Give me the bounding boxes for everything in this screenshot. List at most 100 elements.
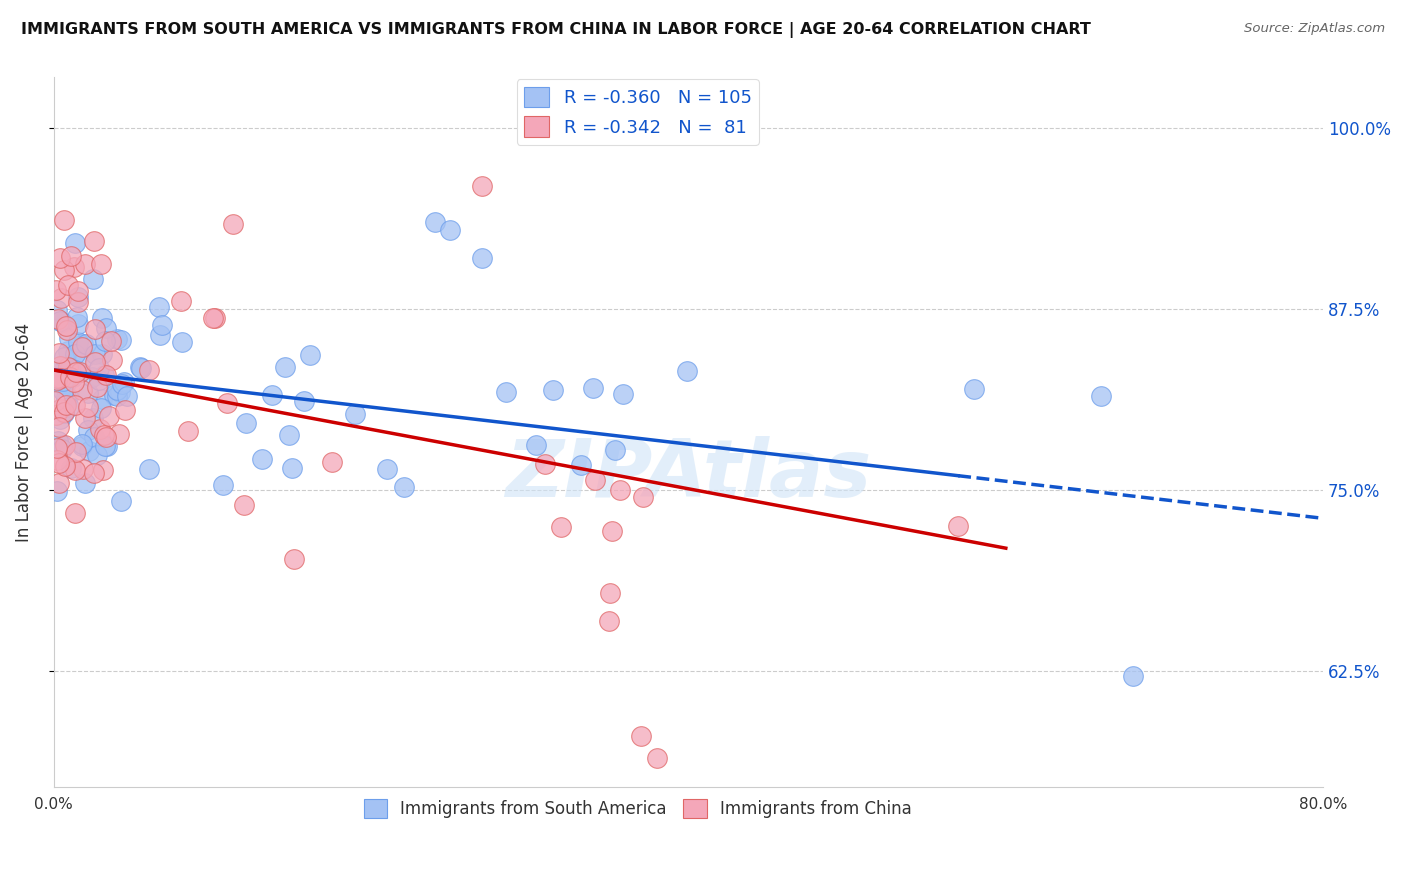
Point [73, 411, 96, 425]
Point [53, 213, 76, 227]
Point [48, 412, 70, 426]
Point [66, 284, 89, 298]
Point [114, 402, 136, 417]
Point [62, 369, 84, 384]
Point [53, 263, 76, 277]
Point [69, 365, 91, 379]
Point [94, 439, 117, 453]
Point [550, 520, 572, 534]
Point [63, 236, 86, 251]
Point [90, 401, 112, 416]
Point [93, 368, 115, 382]
Point [73, 350, 96, 364]
Point [67, 290, 90, 304]
Point [375, 462, 398, 476]
Point [84, 347, 107, 361]
Point [70, 340, 93, 354]
Point [215, 396, 238, 410]
Point [46, 434, 69, 448]
Point [963, 382, 986, 396]
Point [59, 461, 82, 475]
Point [60, 250, 83, 264]
Point [1090, 389, 1112, 403]
Point [53, 458, 76, 473]
Point [46, 370, 69, 384]
Point [67, 294, 90, 309]
Point [676, 364, 699, 378]
Point [53, 405, 76, 419]
Point [52, 350, 75, 364]
Point [52, 377, 75, 392]
Point [86, 448, 108, 462]
Point [45, 409, 67, 423]
Point [75, 337, 97, 351]
Point [48, 346, 70, 360]
Point [82, 370, 104, 384]
Point [52, 362, 75, 376]
Point [105, 332, 128, 346]
Point [73, 257, 96, 271]
Point [56, 323, 79, 337]
Point [612, 387, 634, 401]
Point [569, 458, 592, 473]
Point [100, 334, 122, 348]
Point [105, 389, 128, 403]
Point [56, 359, 79, 374]
Point [56, 390, 79, 404]
Point [321, 455, 343, 469]
Point [645, 751, 668, 765]
Point [1122, 668, 1144, 682]
Point [62, 260, 84, 274]
Point [598, 614, 620, 628]
Point [49, 359, 72, 374]
Point [77, 443, 100, 458]
Point [150, 318, 173, 333]
Point [343, 408, 366, 422]
Point [83, 234, 105, 248]
Point [51, 291, 73, 305]
Point [63, 398, 86, 412]
Point [471, 252, 494, 266]
Point [605, 442, 627, 457]
Text: Source: ZipAtlas.com: Source: ZipAtlas.com [1244, 22, 1385, 36]
Point [204, 311, 226, 326]
Point [83, 430, 105, 444]
Y-axis label: In Labor Force | Age 20-64: In Labor Force | Age 20-64 [15, 323, 32, 541]
Point [46, 373, 69, 387]
Point [89, 373, 111, 387]
Point [138, 363, 160, 377]
Point [222, 217, 245, 231]
Point [177, 424, 200, 438]
Point [89, 422, 111, 436]
Point [51, 438, 73, 452]
Point [48, 456, 70, 470]
Point [52, 363, 75, 377]
Point [599, 585, 621, 599]
Point [103, 388, 125, 402]
Point [72, 437, 94, 451]
Point [65, 365, 87, 379]
Point [48, 420, 70, 434]
Point [111, 377, 134, 392]
Point [63, 347, 86, 361]
Point [76, 423, 98, 437]
Point [58, 331, 80, 345]
Point [55, 376, 77, 390]
Point [600, 524, 623, 538]
Point [55, 390, 77, 404]
Point [65, 445, 87, 459]
Point [56, 343, 79, 358]
Point [45, 371, 67, 385]
Point [77, 385, 100, 400]
Point [172, 334, 194, 349]
Legend: Immigrants from South America, Immigrants from China: Immigrants from South America, Immigrant… [357, 792, 918, 825]
Point [53, 396, 76, 410]
Point [169, 293, 191, 308]
Point [630, 730, 652, 744]
Point [93, 428, 115, 442]
Point [63, 376, 86, 390]
Point [90, 311, 112, 326]
Point [58, 400, 80, 414]
Point [67, 367, 90, 381]
Point [51, 370, 73, 384]
